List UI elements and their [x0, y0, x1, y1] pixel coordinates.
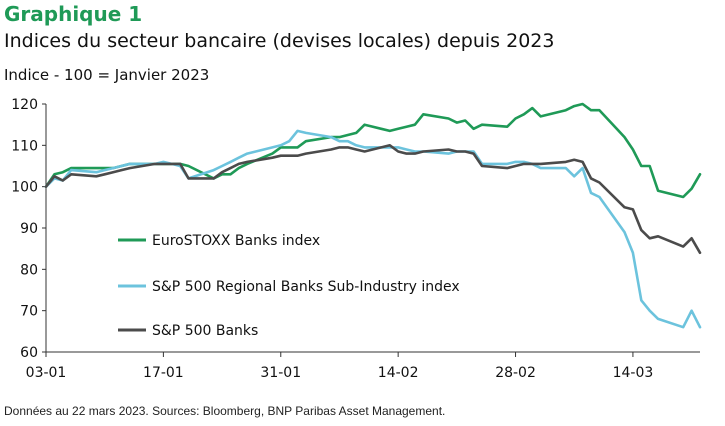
y-tick-label: 80 [20, 262, 38, 278]
legend-item-sp500-banks-label: S&P 500 Banks [152, 323, 258, 339]
x-tick-label: 14-02 [378, 365, 419, 381]
legend-item-eurostoxx-banks-label: EuroSTOXX Banks index [152, 233, 320, 249]
x-tick-label: 17-01 [143, 365, 184, 381]
x-tick-label: 28-02 [495, 365, 536, 381]
line-chart: 60 70 80 90 100 110 120 03-01 17-01 31-01 14-02 28-… [11, 97, 702, 381]
legend-item-sp500-regional-banks-label: S&P 500 Regional Banks Sub-Industry inde… [152, 279, 460, 295]
x-tick-label: 31-01 [260, 365, 301, 381]
chart-panel: 60 70 80 90 100 110 120 03-01 17-01 31-01 14-02 28-… [0, 88, 725, 395]
y-tick-label: 120 [11, 97, 38, 113]
series-line-sp500-banks [44, 143, 702, 255]
y-tick-label: 100 [11, 180, 38, 196]
y-tick-label: 110 [11, 138, 38, 154]
y-tick-label: 70 [20, 304, 38, 320]
x-tick-label: 14-03 [613, 365, 654, 381]
y-tick-label: 90 [20, 221, 38, 237]
series-line-sp500-regional-banks [44, 129, 702, 329]
y-tick-label: 60 [20, 345, 38, 361]
chart-subtitle: Indices du secteur bancaire (devises loc… [4, 30, 555, 52]
source-note: Données au 22 mars 2023. Sources: Bloomb… [4, 404, 446, 418]
y-axis-unit-label: Indice - 100 = Janvier 2023 [4, 66, 210, 84]
chart-title: Graphique 1 [4, 2, 143, 26]
x-tick-label: 03-01 [26, 365, 67, 381]
